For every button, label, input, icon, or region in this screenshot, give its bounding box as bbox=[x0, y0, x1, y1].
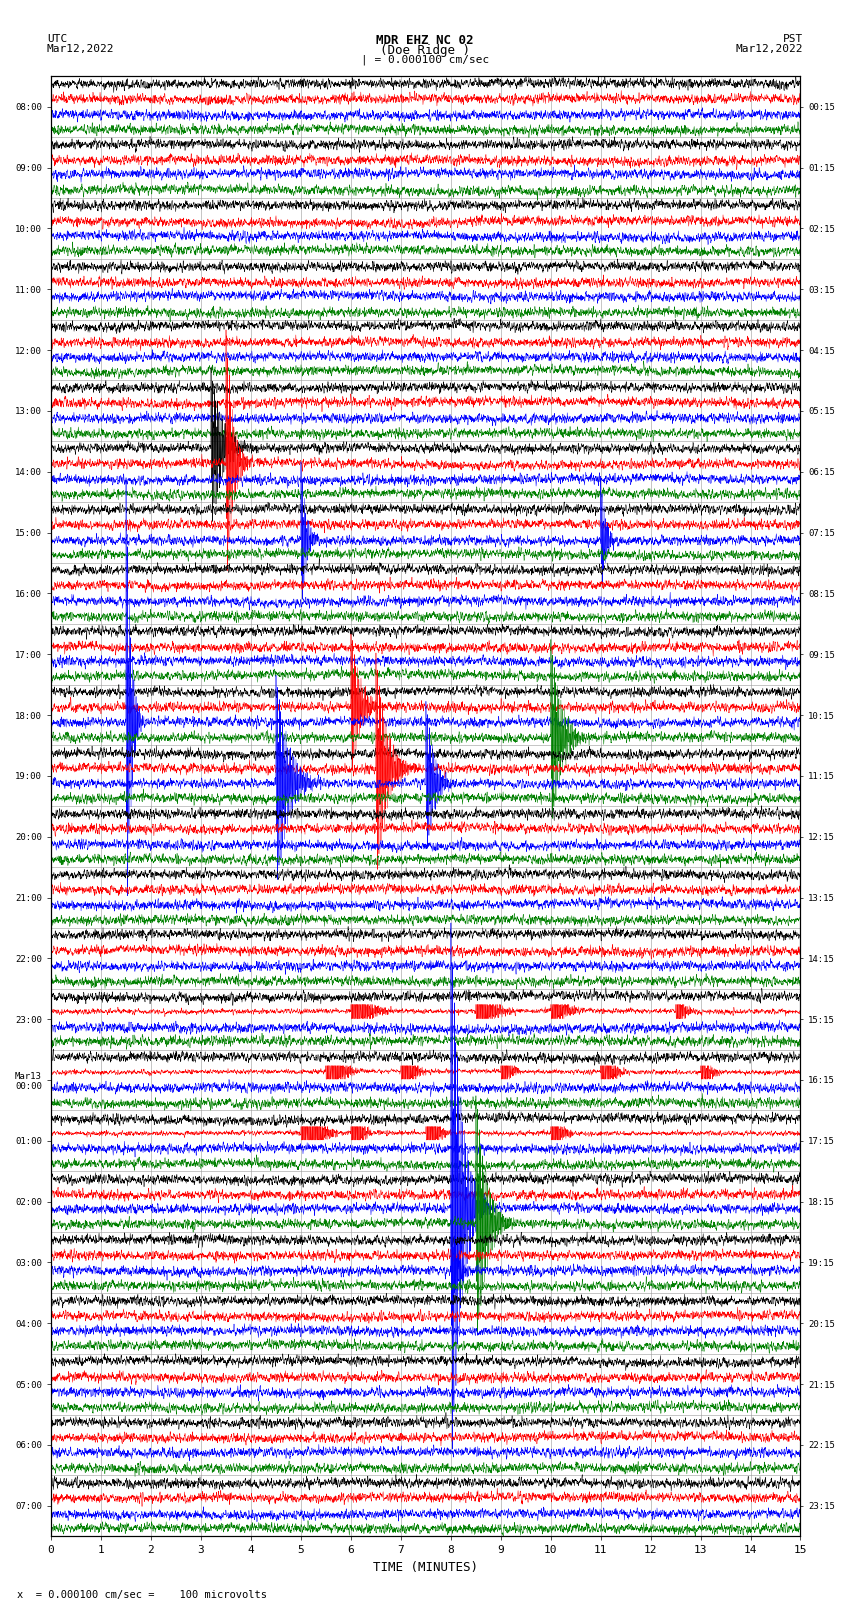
Text: MDR EHZ NC 02: MDR EHZ NC 02 bbox=[377, 34, 473, 47]
Text: x  = 0.000100 cm/sec =    100 microvolts: x = 0.000100 cm/sec = 100 microvolts bbox=[17, 1590, 267, 1600]
Text: | = 0.000100 cm/sec: | = 0.000100 cm/sec bbox=[361, 55, 489, 66]
Text: Mar12,2022: Mar12,2022 bbox=[47, 44, 114, 53]
X-axis label: TIME (MINUTES): TIME (MINUTES) bbox=[373, 1561, 479, 1574]
Text: Mar12,2022: Mar12,2022 bbox=[736, 44, 803, 53]
Text: (Doe Ridge ): (Doe Ridge ) bbox=[380, 44, 470, 56]
Text: UTC: UTC bbox=[47, 34, 67, 44]
Text: PST: PST bbox=[783, 34, 803, 44]
